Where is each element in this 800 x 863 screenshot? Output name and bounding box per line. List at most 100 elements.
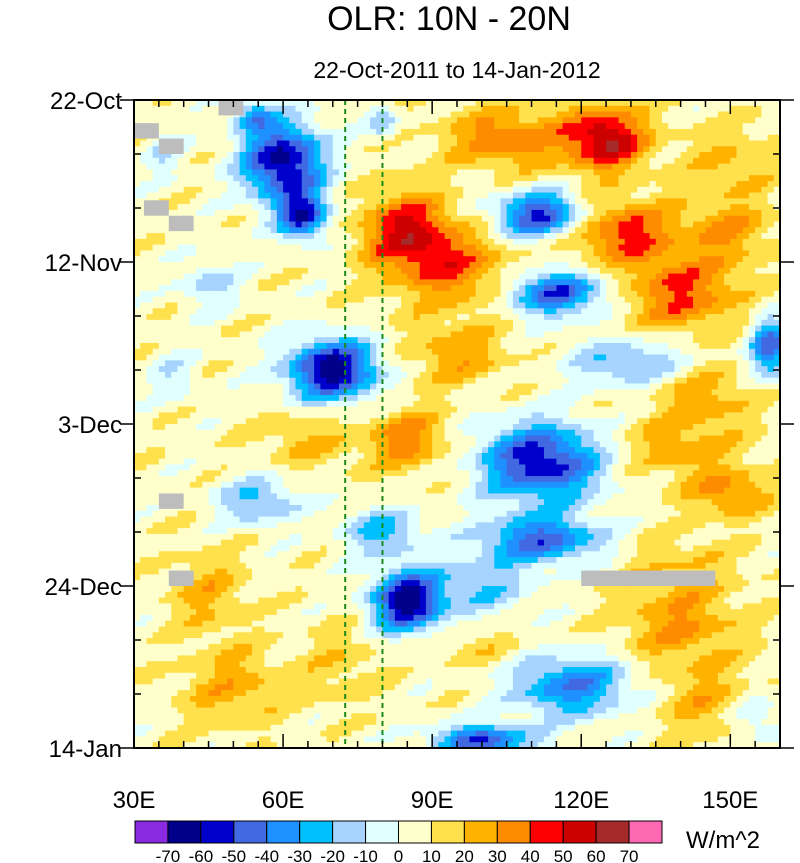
- heatmap-cell: [401, 262, 408, 269]
- heatmap-cell: [357, 175, 365, 182]
- heatmap-cell: [270, 325, 278, 333]
- heatmap-cell: [550, 111, 557, 118]
- heatmap-cell: [320, 331, 328, 338]
- heatmap-cell: [252, 175, 259, 182]
- heatmap-cell: [562, 290, 570, 298]
- heatmap-cell: [581, 366, 589, 373]
- heatmap-cell: [444, 204, 452, 211]
- heatmap-cell: [214, 152, 222, 159]
- heatmap-cell: [699, 233, 707, 240]
- heatmap-cell: [469, 371, 477, 379]
- heatmap-cell: [475, 181, 483, 188]
- heatmap-cell: [649, 238, 657, 246]
- heatmap-cell: [568, 267, 576, 275]
- heatmap-cell: [606, 100, 613, 107]
- heatmap-cell: [419, 140, 427, 147]
- heatmap-cell: [693, 279, 700, 286]
- heatmap-cell: [568, 157, 576, 165]
- heatmap-cell: [593, 244, 601, 252]
- heatmap-cell: [220, 152, 228, 159]
- heatmap-cell: [382, 325, 390, 333]
- heatmap-cell: [326, 146, 334, 153]
- heatmap-cell: [171, 285, 179, 292]
- heatmap-cell: [301, 100, 309, 107]
- heatmap-cell: [289, 140, 297, 147]
- heatmap-cell: [332, 152, 340, 159]
- heatmap-cell: [705, 152, 713, 159]
- heatmap-cell: [326, 331, 334, 338]
- heatmap-cell: [332, 221, 340, 228]
- heatmap-cell: [643, 279, 651, 286]
- heatmap-cell: [618, 227, 626, 234]
- heatmap-cell: [394, 157, 402, 165]
- heatmap-cell: [338, 140, 346, 147]
- heatmap-cell: [140, 244, 148, 252]
- heatmap-cell: [761, 319, 769, 327]
- heatmap-cell: [407, 192, 415, 199]
- heatmap-cell: [376, 152, 384, 159]
- heatmap-cell: [345, 285, 352, 292]
- heatmap-cell: [773, 325, 781, 333]
- heatmap-cell: [289, 256, 297, 263]
- heatmap-cell: [543, 337, 551, 344]
- heatmap-cell: [432, 105, 439, 113]
- heatmap-cell: [481, 331, 489, 338]
- heatmap-cell: [270, 302, 278, 309]
- heatmap-cell: [606, 157, 613, 165]
- heatmap-cell: [575, 360, 582, 367]
- heatmap-cell: [693, 100, 700, 107]
- heatmap-cell: [655, 308, 663, 315]
- heatmap-cell: [432, 296, 439, 304]
- heatmap-cell: [363, 233, 371, 240]
- heatmap-cell: [500, 123, 508, 130]
- heatmap-cell: [469, 314, 477, 321]
- heatmap-cell: [680, 360, 688, 367]
- heatmap-cell: [220, 354, 228, 361]
- heatmap-cell: [239, 221, 247, 228]
- heatmap-cell: [575, 354, 582, 361]
- heatmap-cell: [338, 221, 346, 228]
- heatmap-cell: [252, 360, 259, 367]
- heatmap-cell: [705, 157, 713, 165]
- heatmap-cell: [463, 140, 471, 147]
- heatmap-cell: [158, 117, 166, 124]
- heatmap-cell: [165, 215, 172, 223]
- heatmap-cell: [227, 128, 234, 136]
- heatmap-cell: [655, 244, 663, 252]
- heatmap-cell: [537, 134, 545, 142]
- heatmap-cell: [425, 181, 433, 188]
- heatmap-cell: [506, 100, 514, 107]
- heatmap-cell: [773, 337, 781, 344]
- heatmap-cell: [307, 285, 315, 292]
- heatmap-cell: [227, 157, 234, 165]
- heatmap-cell: [208, 343, 216, 350]
- heatmap-cell: [525, 169, 533, 176]
- heatmap-cell: [270, 134, 278, 142]
- heatmap-cell: [550, 117, 557, 124]
- heatmap-cell: [481, 262, 489, 269]
- heatmap-cell: [363, 134, 371, 142]
- heatmap-cell: [450, 285, 458, 292]
- heatmap-cell: [593, 325, 601, 333]
- heatmap-cell: [612, 337, 620, 344]
- heatmap-cell: [655, 157, 663, 165]
- heatmap-cell: [258, 227, 266, 234]
- heatmap-cell: [202, 181, 210, 188]
- heatmap-cell: [587, 157, 595, 165]
- heatmap-cell: [575, 279, 582, 286]
- heatmap-cell: [351, 302, 359, 309]
- heatmap-cell: [388, 354, 396, 361]
- heatmap-cell: [643, 163, 651, 171]
- heatmap-cell: [674, 244, 682, 252]
- heatmap-cell: [767, 238, 775, 246]
- heatmap-cell: [227, 256, 234, 263]
- heatmap-cell: [481, 360, 489, 367]
- heatmap-cell: [711, 233, 719, 240]
- heatmap-cell: [196, 227, 203, 234]
- heatmap-cell: [370, 238, 377, 246]
- heatmap-cell: [363, 262, 371, 269]
- heatmap-cell: [363, 256, 371, 263]
- heatmap-cell: [463, 152, 471, 159]
- heatmap-cell: [196, 250, 203, 257]
- heatmap-cell: [550, 238, 557, 246]
